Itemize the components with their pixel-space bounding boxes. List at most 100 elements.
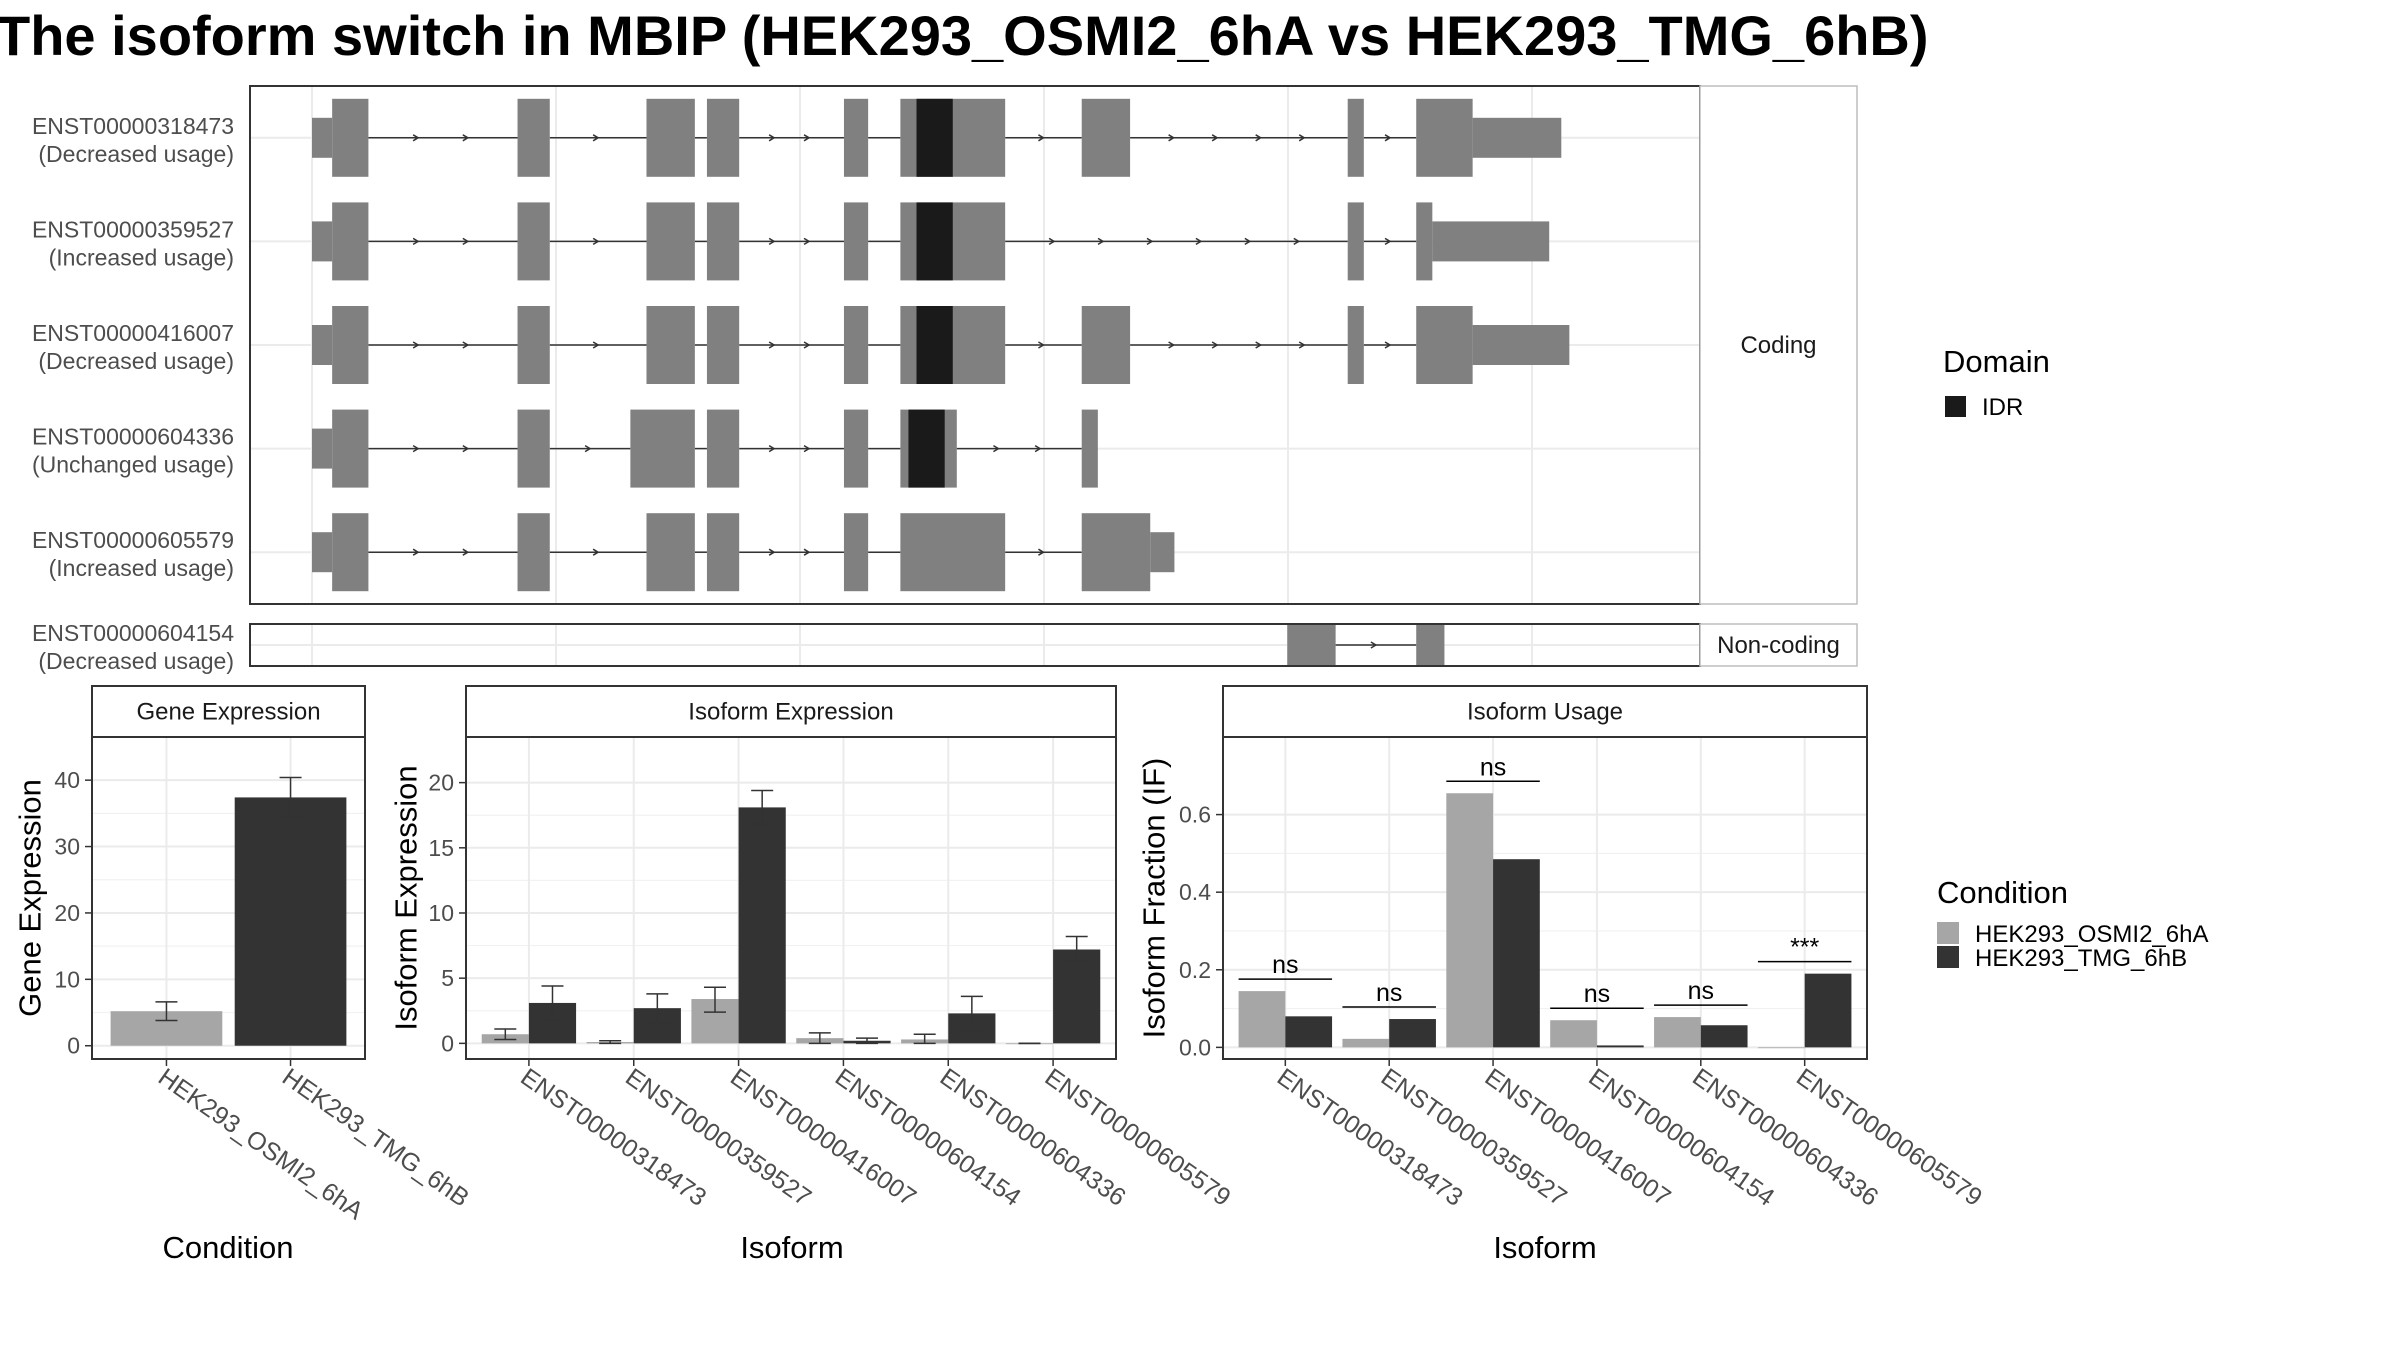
intron-arrow (768, 341, 776, 349)
exon (1416, 98, 1473, 177)
significance-label: ns (1480, 753, 1506, 781)
exon (630, 409, 695, 488)
exon (517, 409, 550, 488)
intron-arrow (1048, 237, 1056, 246)
x-tick-label: ENST00000318473 (515, 1063, 711, 1212)
y-tick-label: 15 (428, 835, 454, 861)
x-axis-label: Condition (163, 1230, 294, 1265)
intron-arrow (1168, 341, 1176, 349)
intron-arrow (1038, 341, 1045, 349)
bar (1389, 1019, 1436, 1048)
x-tick-label: ENST00000604154 (830, 1063, 1026, 1212)
x-axis-label: Isoform (740, 1230, 843, 1265)
exon (1287, 625, 1336, 665)
idr-domain (916, 306, 953, 384)
domain-legend: Domain IDR (1943, 344, 2050, 421)
significance-label: ns (1272, 951, 1298, 979)
exon (706, 98, 740, 177)
bar (738, 807, 786, 1044)
intron-arrow (803, 548, 811, 556)
intron-arrow (592, 134, 600, 142)
exon (1081, 306, 1131, 384)
x-tick-label: ENST00000416007 (725, 1063, 921, 1212)
significance-label: ns (1688, 977, 1714, 1005)
x-tick-label: ENST00000605579 (1791, 1063, 1987, 1212)
y-axis-label: Gene Expression (13, 779, 48, 1017)
exon (843, 409, 869, 488)
exon (843, 98, 869, 177)
intron-arrow (1370, 641, 1378, 649)
x-tick-label: ENST00000359527 (1376, 1063, 1572, 1212)
intron-arrow (1293, 237, 1301, 246)
intron-arrow (1211, 134, 1219, 142)
exon (1081, 409, 1098, 488)
y-tick-label: 0 (67, 1033, 80, 1059)
y-tick-label: 20 (54, 900, 80, 926)
exon (646, 306, 695, 384)
exon (706, 306, 740, 384)
exon (1081, 513, 1151, 592)
bar (1238, 991, 1286, 1048)
intron-arrow (768, 548, 776, 556)
legend-key (1945, 396, 1966, 417)
chart-title: Isoform Usage (1467, 699, 1623, 726)
exon (1081, 98, 1131, 177)
exon (312, 117, 333, 158)
intron-arrow (1038, 548, 1045, 556)
chart-title: Isoform Expression (688, 699, 893, 726)
x-axis-label: Isoform (1493, 1230, 1596, 1265)
exon (332, 98, 369, 177)
x-tick-label: ENST00000416007 (1480, 1063, 1676, 1212)
x-tick-label: ENST00000604336 (1687, 1063, 1883, 1212)
transcript-structure-panel: ENST00000318473(Decreased usage)ENST0000… (32, 85, 1858, 674)
legend-title: Condition (1937, 875, 2068, 910)
intron-arrow (768, 444, 776, 453)
exon (1416, 202, 1433, 281)
transcript-label: ENST00000359527 (32, 216, 234, 242)
idr-domain (916, 98, 953, 177)
chart-title: Gene Expression (136, 699, 320, 726)
intron-arrow (1195, 237, 1203, 246)
exon (706, 513, 740, 592)
exon (706, 409, 740, 488)
exon (332, 409, 369, 488)
y-tick-label: 10 (54, 966, 80, 992)
exon (706, 202, 740, 281)
intron-arrow (1255, 341, 1263, 349)
intron-arrow (1038, 134, 1045, 142)
x-tick-label: ENST00000604154 (1583, 1063, 1779, 1212)
intron-arrow (462, 134, 470, 142)
facet-strip-label: Non-coding (1717, 632, 1840, 659)
exon (843, 202, 869, 281)
y-tick-label: 0 (441, 1030, 454, 1056)
bar (1342, 1038, 1390, 1048)
intron-arrow (993, 444, 1000, 453)
transcript-usage-label: (Decreased usage) (38, 348, 234, 374)
intron-arrow (462, 237, 470, 246)
intron-arrow (1146, 237, 1154, 246)
y-axis-label: Isoform Expression (389, 765, 424, 1030)
intron-arrow (412, 134, 420, 142)
intron-arrow (412, 444, 420, 453)
intron-arrow (462, 548, 470, 556)
bar (1053, 949, 1101, 1044)
intron-arrow (1211, 341, 1219, 349)
exon (1416, 306, 1473, 384)
intron-arrow (1255, 134, 1263, 142)
intron-arrow (462, 444, 470, 453)
intron-arrow (1384, 134, 1392, 142)
exon (517, 306, 550, 384)
y-tick-label: 0.6 (1179, 802, 1211, 828)
intron-arrow (592, 237, 600, 246)
transcript-usage-label: (Decreased usage) (38, 141, 234, 167)
plot-bg (1223, 737, 1867, 1059)
intron-arrow (1298, 341, 1306, 349)
exon (312, 532, 333, 573)
facet-strip (1699, 623, 1858, 667)
intron-arrow (1168, 134, 1176, 142)
significance-label: *** (1790, 934, 1819, 962)
intron-arrow (592, 341, 600, 349)
facet-strip (1699, 85, 1858, 605)
legend-label: HEK293_TMG_6hB (1975, 945, 2187, 972)
